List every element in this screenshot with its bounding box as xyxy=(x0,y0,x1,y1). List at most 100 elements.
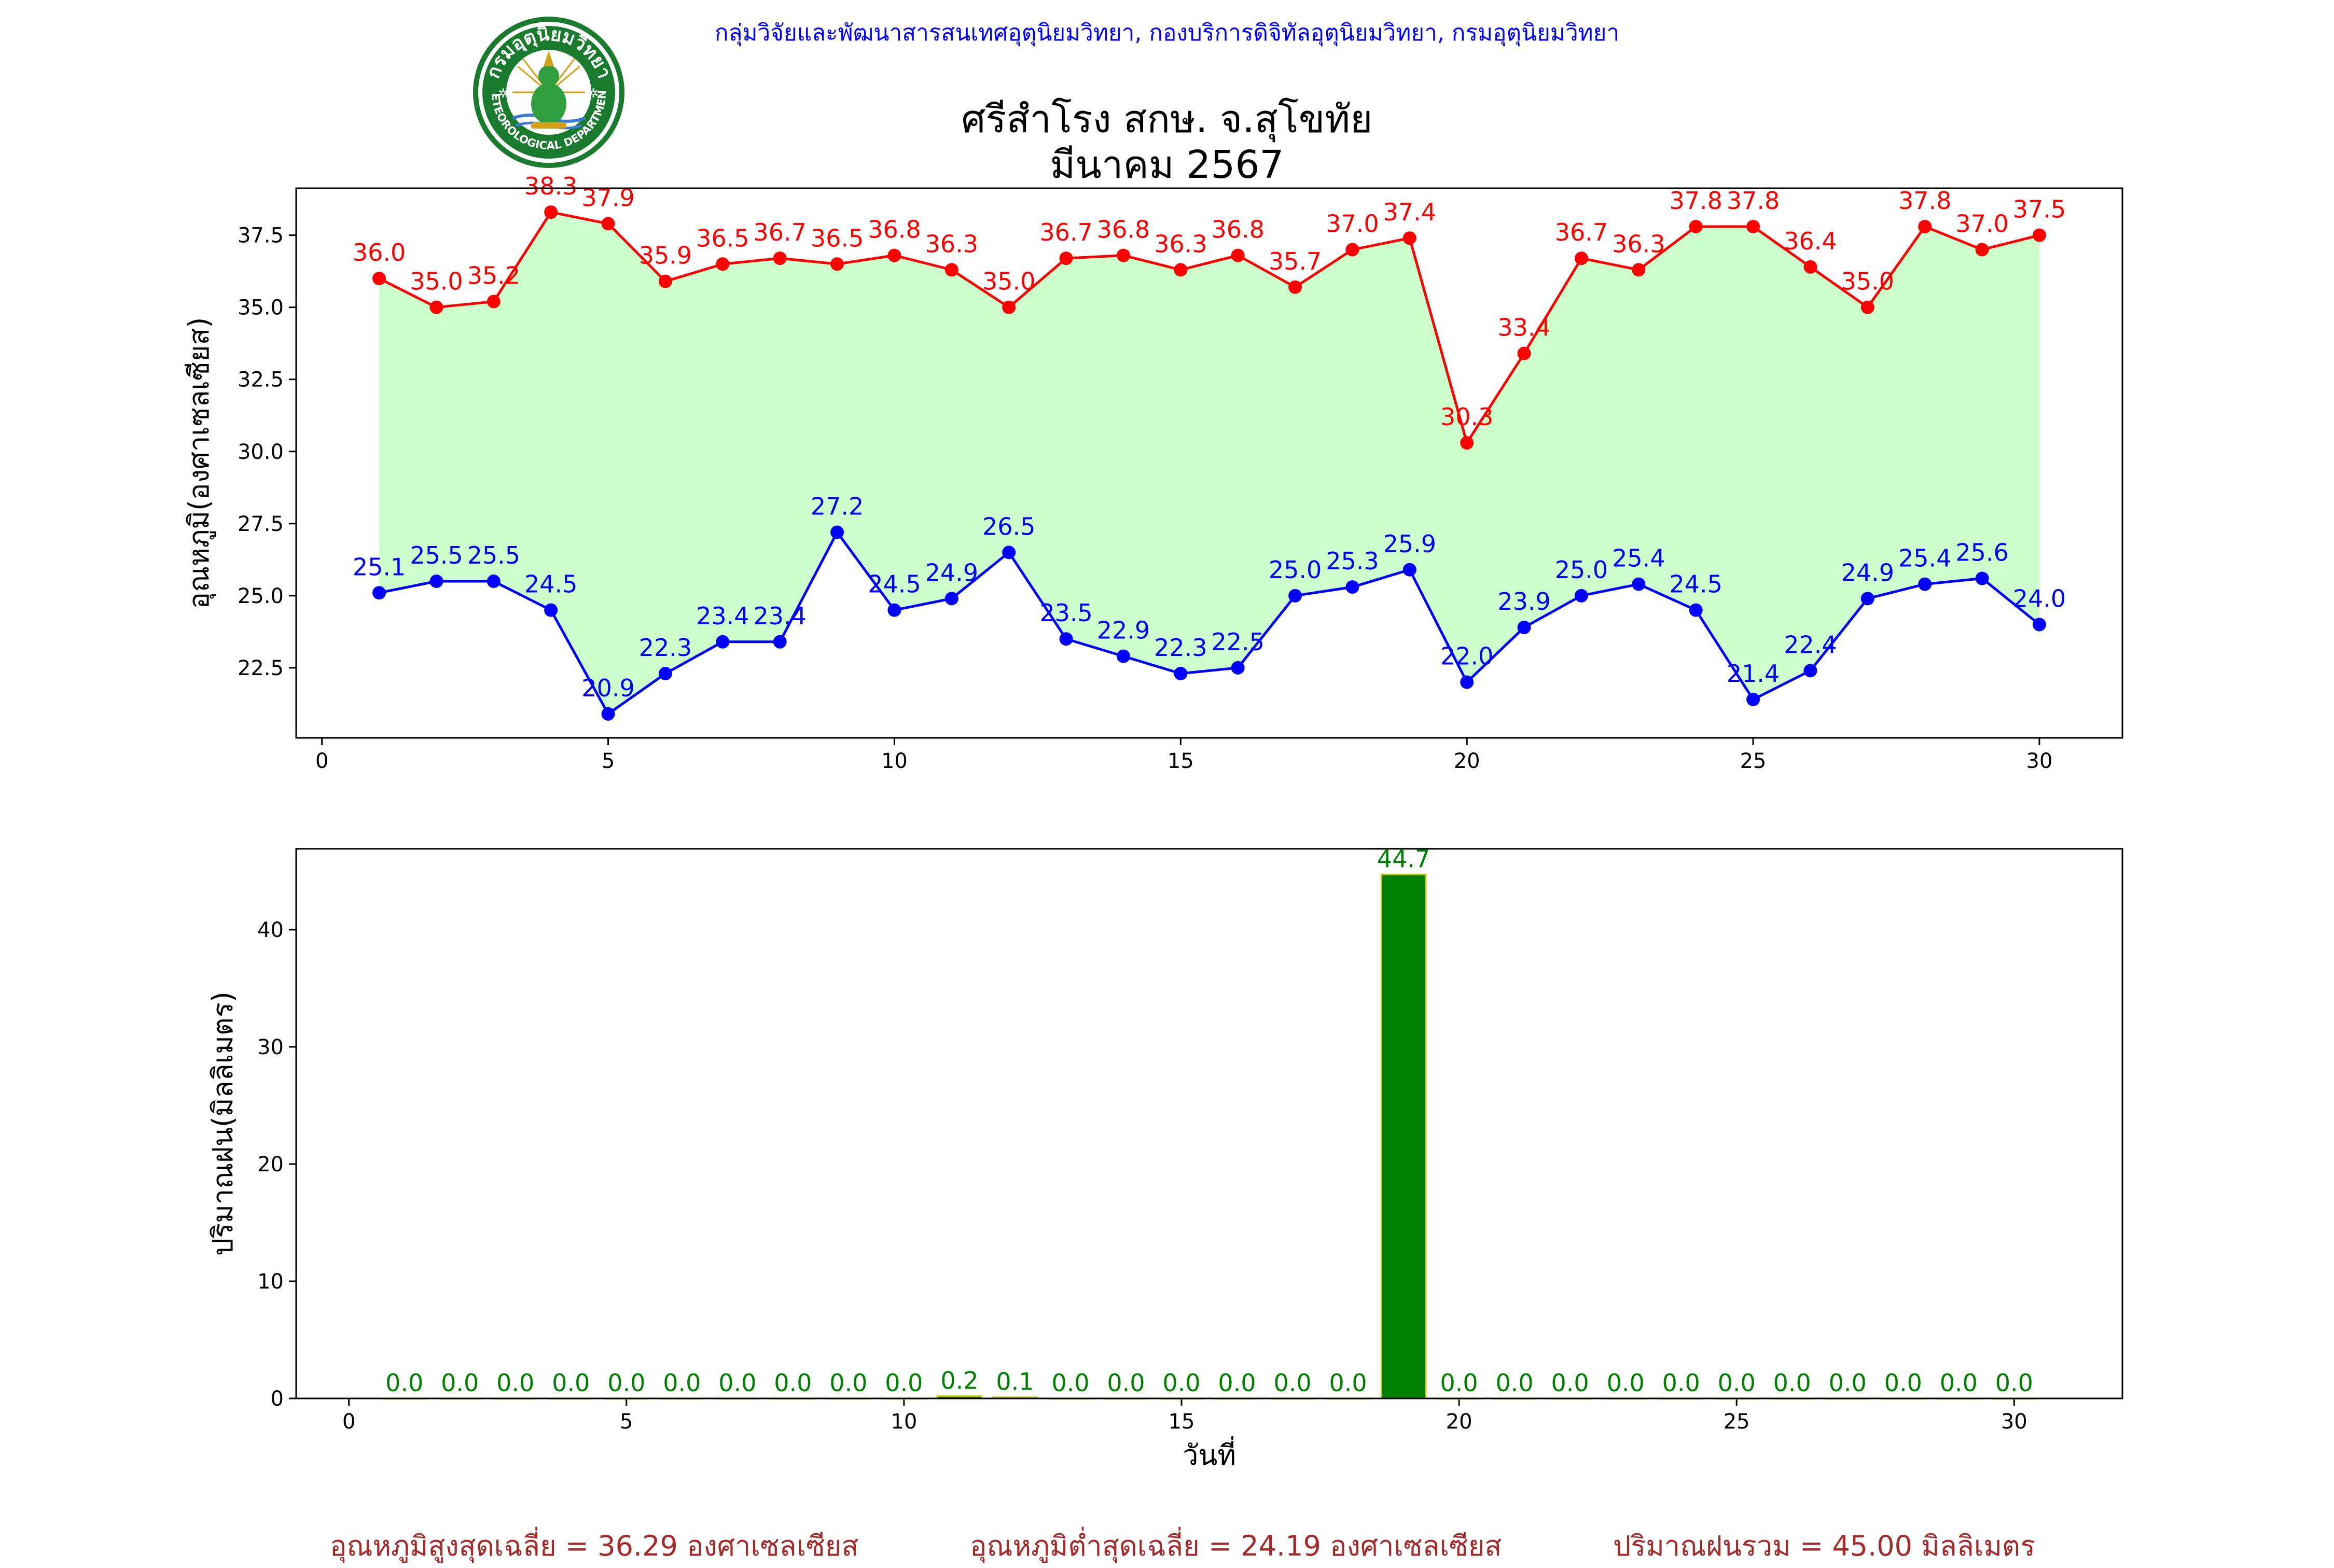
min-temp-label: 22.9 xyxy=(1097,617,1150,645)
max-temp-point xyxy=(1574,251,1588,265)
min-temp-point xyxy=(1460,675,1474,689)
x-tick-label: 20 xyxy=(1446,1410,1472,1434)
max-temp-label: 35.9 xyxy=(639,242,692,270)
min-temp-point xyxy=(1288,589,1302,603)
rain-bar xyxy=(1380,874,1427,1399)
min-temp-point xyxy=(1002,545,1016,559)
y-tick-label: 35.0 xyxy=(238,296,284,320)
min-temp-label: 23.4 xyxy=(696,602,749,630)
max-temp-point xyxy=(1116,248,1130,262)
y-tick-label: 32.5 xyxy=(238,368,284,392)
max-temp-point xyxy=(944,263,958,277)
min-temp-point xyxy=(372,586,386,600)
summary-total-rain: ปริมาณฝนรวม = 45.00 มิลลิเมตร xyxy=(1613,1530,2036,1562)
y-tick-label: 20 xyxy=(257,1153,284,1177)
rain-value-label: 0.0 xyxy=(607,1369,645,1397)
max-temp-point xyxy=(830,257,844,271)
max-temp-point xyxy=(716,257,730,271)
x-tick-label: 30 xyxy=(2001,1410,2027,1434)
max-temp-label: 37.4 xyxy=(1383,198,1436,226)
max-temp-label: 35.0 xyxy=(982,268,1035,296)
max-temp-label: 30.3 xyxy=(1440,403,1493,431)
max-temp-label: 36.0 xyxy=(353,239,406,267)
rain-value-label: 0.0 xyxy=(385,1369,423,1397)
rain-value-label: 0.0 xyxy=(1051,1369,1089,1397)
min-temp-point xyxy=(1116,649,1130,663)
max-temp-label: 35.0 xyxy=(1841,268,1894,296)
max-temp-point xyxy=(1803,260,1817,274)
y-tick-label: 40 xyxy=(257,918,284,942)
min-temp-point xyxy=(887,603,901,617)
min-temp-label: 21.4 xyxy=(1727,660,1780,688)
max-temp-point xyxy=(1059,251,1073,265)
max-temp-point xyxy=(1231,248,1245,262)
min-temp-label: 25.9 xyxy=(1383,530,1436,558)
min-temp-label: 20.9 xyxy=(581,674,634,702)
max-temp-label: 36.8 xyxy=(868,216,921,244)
y-axis-label: ปริมาณฝน(มิลลิเมตร) xyxy=(206,991,239,1256)
x-tick-label: 0 xyxy=(342,1410,355,1434)
min-temp-label: 25.0 xyxy=(1555,556,1608,584)
max-temp-point xyxy=(1402,231,1416,245)
max-temp-label: 36.7 xyxy=(1555,218,1608,246)
min-temp-point xyxy=(1632,577,1646,591)
max-temp-point xyxy=(1345,243,1359,257)
y-tick-label: 22.5 xyxy=(238,656,284,680)
max-temp-label: 36.3 xyxy=(925,230,978,258)
min-temp-point xyxy=(773,635,787,649)
rain-value-label: 0.0 xyxy=(1718,1369,1756,1397)
x-tick-label: 20 xyxy=(1454,749,1480,773)
max-temp-point xyxy=(429,300,443,314)
min-temp-label: 24.5 xyxy=(868,570,921,598)
max-temp-point xyxy=(658,274,672,288)
min-temp-point xyxy=(544,603,558,617)
min-temp-point xyxy=(601,707,615,721)
min-temp-label: 24.9 xyxy=(1841,558,1894,586)
x-tick-label: 15 xyxy=(1169,1410,1195,1434)
y-tick-label: 30.0 xyxy=(238,440,284,464)
rain-value-label: 0.0 xyxy=(1662,1369,1700,1397)
max-temp-label: 37.8 xyxy=(1669,187,1722,215)
rain-value-label: 0.0 xyxy=(552,1369,590,1397)
rain-value-label: 0.0 xyxy=(1329,1369,1367,1397)
y-tick-label: 37.5 xyxy=(238,224,284,248)
max-temp-point xyxy=(1975,243,1989,257)
temperature-plot-frame xyxy=(295,187,2123,739)
max-temp-point xyxy=(1918,219,1932,233)
max-temp-point xyxy=(2032,228,2046,242)
rain-value-label: 0.0 xyxy=(774,1369,812,1397)
min-temp-label: 27.2 xyxy=(811,492,864,520)
rain-value-label: 0.2 xyxy=(940,1366,978,1394)
max-temp-label: 33.4 xyxy=(1497,314,1550,342)
rain-value-label: 0.0 xyxy=(1440,1369,1478,1397)
min-temp-label: 26.5 xyxy=(982,512,1035,540)
rain-value-label: 0.0 xyxy=(1496,1369,1534,1397)
x-tick-label: 25 xyxy=(1740,749,1767,773)
min-temp-point xyxy=(1059,632,1073,646)
min-temp-label: 25.5 xyxy=(410,541,463,569)
y-axis-label: อุณหภูมิ(องศาเซลเซียส) xyxy=(183,317,216,609)
rain-plot-frame xyxy=(295,848,2123,1399)
min-temp-label: 24.5 xyxy=(524,570,577,598)
rain-value-label: 0.0 xyxy=(1773,1369,1811,1397)
rain-value-label: 0.1 xyxy=(996,1368,1034,1396)
x-axis-label: วันที่ xyxy=(1183,1436,1236,1472)
y-tick-label: 27.5 xyxy=(238,512,284,536)
rain-value-label: 0.0 xyxy=(1162,1369,1200,1397)
min-temp-point xyxy=(1574,589,1588,603)
min-temp-label: 22.5 xyxy=(1211,628,1264,656)
min-temp-point xyxy=(487,575,501,589)
rain-value-label: 0.0 xyxy=(496,1369,534,1397)
x-tick-label: 15 xyxy=(1168,749,1194,773)
min-temp-point xyxy=(716,635,730,649)
min-temp-label: 25.0 xyxy=(1269,556,1322,584)
min-temp-point xyxy=(1517,620,1531,634)
min-temp-label: 25.6 xyxy=(1955,538,2008,566)
max-temp-point xyxy=(1632,263,1646,277)
min-temp-point xyxy=(1746,693,1760,707)
rain-value-label: 0.0 xyxy=(829,1369,867,1397)
rain-value-label: 0.0 xyxy=(1829,1369,1867,1397)
x-tick-label: 0 xyxy=(315,749,328,773)
min-temp-point xyxy=(1975,571,1989,585)
